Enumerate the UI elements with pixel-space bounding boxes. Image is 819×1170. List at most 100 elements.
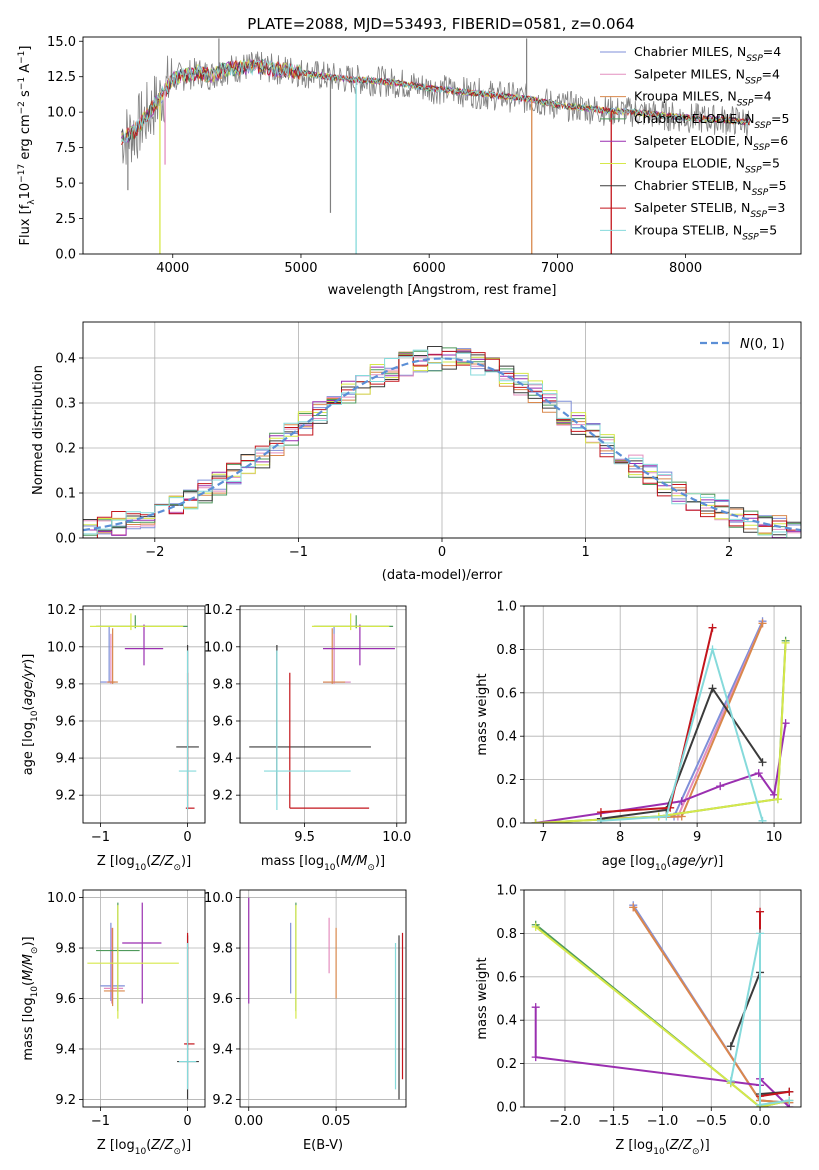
y-tick-label: 10.0 xyxy=(204,640,233,655)
label-part: Z [log xyxy=(615,1138,653,1153)
x-tick-label: −2 xyxy=(145,545,164,560)
gridlines xyxy=(240,890,406,1107)
label-part: ( xyxy=(336,854,341,869)
errorbar-point xyxy=(122,902,162,1004)
label-part: =4 xyxy=(762,66,780,81)
x-axis-label: E(B-V) xyxy=(303,1138,343,1153)
legend-label: Salpeter ELODIE, NSSP=6 xyxy=(634,133,788,153)
x-axis-label: (data-model)/error xyxy=(382,568,503,583)
errorbar-point xyxy=(103,927,124,1004)
weight-marker xyxy=(708,684,717,693)
x-tick-label: −1 xyxy=(91,830,110,845)
x-tick-label: 8 xyxy=(616,830,624,845)
label-part: =4 xyxy=(763,44,781,59)
legend-label: N(0, 1) xyxy=(740,337,785,352)
y-tick-label: 2.5 xyxy=(55,212,76,227)
x-tick-label: 7000 xyxy=(541,261,574,276)
label-part: N xyxy=(740,337,750,352)
label-part: Z/Z xyxy=(150,854,174,869)
weight-marker xyxy=(629,903,638,912)
axes-mass-vs-Z: −1 09.29.49.69.810.0Z [log10(Z/Z⊙)]mass [… xyxy=(21,889,206,1157)
y-tick-label: 9.6 xyxy=(55,714,76,729)
figure-title: PLATE=2088, MJD=53493, FIBERID=0581, z=0… xyxy=(247,15,634,33)
y-tick-label: 9.2 xyxy=(212,789,233,804)
label-part: M/M xyxy=(341,854,368,869)
x-axis-label: wavelength [Angstrom, rest frame] xyxy=(328,283,557,298)
y-tick-label: 9.4 xyxy=(55,1042,76,1057)
axes-mass-weight-vs-Z: −2.0 −1.5 −1.0 −0.5 0.0 0.0 0.2 0.4 0.6 0.8 1.0 Z [… xyxy=(475,884,802,1157)
label-part: SSP xyxy=(742,232,759,242)
label-part: −1 xyxy=(17,77,27,90)
errorbar-point xyxy=(249,644,371,796)
plot-area xyxy=(531,901,794,1107)
x-tick-label: −0.5 xyxy=(695,1114,727,1129)
axes-frame xyxy=(523,889,802,1108)
label-part: 10 xyxy=(135,1147,147,1157)
weight-line xyxy=(759,911,790,1098)
plot-area xyxy=(87,902,199,1100)
errorbar-point xyxy=(323,626,351,683)
label-part: Kroupa MILES, N xyxy=(634,89,737,104)
y-tick-label: 0.6 xyxy=(496,686,517,701)
x-tick-label: 0.0 xyxy=(750,1114,771,1129)
y-tick-label: 9.4 xyxy=(55,752,76,767)
weight-marker xyxy=(758,816,767,823)
label-part: (0, 1) xyxy=(750,337,785,352)
gridlines xyxy=(83,890,205,1107)
y-tick-label: 12.5 xyxy=(47,70,76,85)
histogram-step xyxy=(83,350,801,538)
label-part: A xyxy=(18,64,33,77)
axes-frame xyxy=(239,889,407,1108)
axes-frame xyxy=(82,321,802,539)
weight-marker xyxy=(531,819,540,823)
y-tick-label: 10.2 xyxy=(204,603,233,618)
label-part: ( xyxy=(666,854,671,869)
label-part: SSP xyxy=(745,166,762,176)
y-tick-label: 9.4 xyxy=(212,1042,233,1057)
weight-line xyxy=(600,686,764,820)
y-axis-label: Normed distribution xyxy=(31,365,46,495)
axes-age-vs-Z: −1 09.29.49.69.810.010.2Z [log10(Z/Z⊙)]ag… xyxy=(21,603,206,873)
label-part: Z [log xyxy=(97,1138,135,1153)
axes-frame xyxy=(239,605,407,824)
ticks: 4000 5000 6000 7000 8000 0.0 2.5 5.0 7.5 10.0 12.5… xyxy=(47,35,702,276)
plot-area xyxy=(83,346,801,538)
y-tick-label: 7.5 xyxy=(55,141,76,156)
y-tick-label: 0.4 xyxy=(55,352,76,367)
label-part: 10 xyxy=(653,1147,665,1157)
x-tick-label: 10 xyxy=(766,830,783,845)
label-part: mass [log xyxy=(21,997,36,1060)
label-part: SSP xyxy=(750,210,767,220)
axes-residuals: −2 −1 0 1 2 0.0 0.1 0.2 0.3 0.4 N(0, 1) (data-model… xyxy=(31,321,802,583)
x-tick-label: 9.5 xyxy=(294,830,315,845)
label-part: −17 xyxy=(17,164,27,183)
label-part: =4 xyxy=(753,89,771,104)
legend-label: Kroupa ELODIE, NSSP=5 xyxy=(634,156,780,176)
y-tick-label: 0.4 xyxy=(496,730,517,745)
label-part: erg cm xyxy=(18,114,33,163)
label-part: =5 xyxy=(771,111,789,126)
ticks: −1 0 9.2 9.4 9.6 9.8 10.0 10.2 xyxy=(47,603,192,845)
y-tick-label: 5.0 xyxy=(55,177,76,192)
plot-area xyxy=(249,613,395,811)
x-tick-label: 2 xyxy=(725,545,733,560)
weight-marker xyxy=(726,1042,735,1051)
x-tick-label: 7 xyxy=(539,830,547,845)
errorbar-point xyxy=(323,633,351,684)
errorbar-point xyxy=(103,927,125,1007)
label-part: )] xyxy=(21,936,36,946)
label-part: ⊙ xyxy=(173,1147,181,1157)
weight-marker xyxy=(531,922,540,931)
label-part: Chabrier ELODIE, N xyxy=(634,111,754,126)
weight-marker xyxy=(677,797,686,806)
legend-label: Salpeter MILES, NSSP=4 xyxy=(634,66,780,86)
errorbar-point xyxy=(263,650,351,811)
model-spectrum xyxy=(121,59,750,144)
errorbar-point xyxy=(178,650,197,811)
y-tick-label: 0.2 xyxy=(496,773,517,788)
axes-age-vs-mass: 9.5 10.0 9.2 9.4 9.6 9.8 10.0 10.2 mass [log10(M… xyxy=(204,603,411,873)
y-tick-label: 0.0 xyxy=(496,817,517,832)
errorbar-point xyxy=(323,624,395,666)
errorbar-point xyxy=(184,932,195,1047)
